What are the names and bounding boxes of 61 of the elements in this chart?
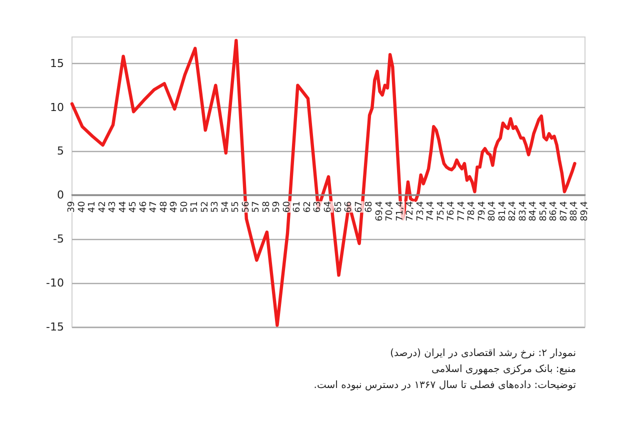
x-tick-label: 65 <box>334 201 344 213</box>
x-tick-label: 70,4 <box>385 200 396 222</box>
x-tick-label: 63 <box>313 201 324 213</box>
x-tick-label: 62 <box>302 201 313 213</box>
x-tick-label: 82,4 <box>508 200 518 222</box>
x-tick-label: 78,4 <box>467 200 478 222</box>
x-tick-label: 64 <box>324 200 334 213</box>
text: منبع: بانک مرکزی جمهوری اسلامی <box>430 363 576 377</box>
x-tick-label: 47 <box>149 201 160 213</box>
y-tick-label: -15 <box>46 320 64 334</box>
x-tick-label: 66 <box>344 200 354 213</box>
y-tick-label: 5 <box>57 144 64 158</box>
x-tick-label: 55 <box>231 201 242 213</box>
x-tick-label: 57 <box>252 201 262 213</box>
x-tick-label: 74,4 <box>426 200 436 222</box>
y-tick-label: 15 <box>50 56 64 70</box>
x-tick-label: 86,4 <box>549 200 560 222</box>
y-tick-label: 0 <box>57 188 64 202</box>
x-tick-label: 73,4 <box>416 200 426 222</box>
x-tick-label: 72,4 <box>406 200 416 222</box>
y-tick-label: 10 <box>50 100 64 114</box>
x-tick-label: 81,4 <box>498 200 508 222</box>
x-tick-label: 83,4 <box>518 200 528 222</box>
x-tick-label: 77,4 <box>456 200 467 222</box>
x-tick-label: 39 <box>67 200 77 213</box>
x-tick-label: 76,4 <box>446 200 457 222</box>
x-tick-label: 60 <box>282 200 292 213</box>
x-tick-label: 45 <box>128 201 139 213</box>
y-tick-label: -10 <box>46 276 64 290</box>
x-tick-label: 49 <box>170 200 180 213</box>
x-tick-label: 68 <box>364 200 375 213</box>
x-tick-label: 40 <box>77 200 88 213</box>
x-tick-label: 67 <box>354 201 364 213</box>
x-tick-label: 56 <box>241 200 252 213</box>
text: نمودار ۲: نرخ رشد اقتصادی در ایران (درصد) <box>389 347 576 361</box>
x-tick-label: 51 <box>190 201 200 213</box>
x-tick-label: 48 <box>159 200 170 213</box>
x-tick-label: 50 <box>180 200 190 213</box>
x-tick-label: 58 <box>262 200 272 213</box>
x-tick-label: 41 <box>88 201 98 213</box>
x-tick-label: 42 <box>98 201 108 213</box>
x-tick-label: 89,4 <box>580 200 590 222</box>
x-tick-label: 71,4 <box>395 200 406 222</box>
x-tick-label: 79,4 <box>477 200 488 222</box>
text: توضیحات: داده‌های فصلی تا سال ۱۳۶۷ در دسترس نبوده است. <box>314 379 576 393</box>
y-tick-label: -5 <box>53 232 64 246</box>
x-tick-label: 59 <box>272 200 282 213</box>
x-tick-label: 69,4 <box>374 200 385 222</box>
x-tick-label: 44 <box>118 200 128 213</box>
x-tick-label: 84,4 <box>528 200 539 222</box>
x-tick-label: 54 <box>220 200 231 213</box>
x-tick-label: 53 <box>210 201 221 213</box>
x-tick-label: 85,4 <box>538 200 549 222</box>
x-tick-label: 87,4 <box>559 200 570 222</box>
x-tick-label: 75,4 <box>436 200 446 222</box>
x-tick-label: 61 <box>292 201 303 213</box>
x-tick-label: 80,4 <box>488 200 498 222</box>
x-tick-label: 46 <box>138 200 149 213</box>
x-tick-label: 88,4 <box>570 200 580 222</box>
x-tick-label: 43 <box>108 201 118 213</box>
x-tick-label: 52 <box>200 201 210 213</box>
